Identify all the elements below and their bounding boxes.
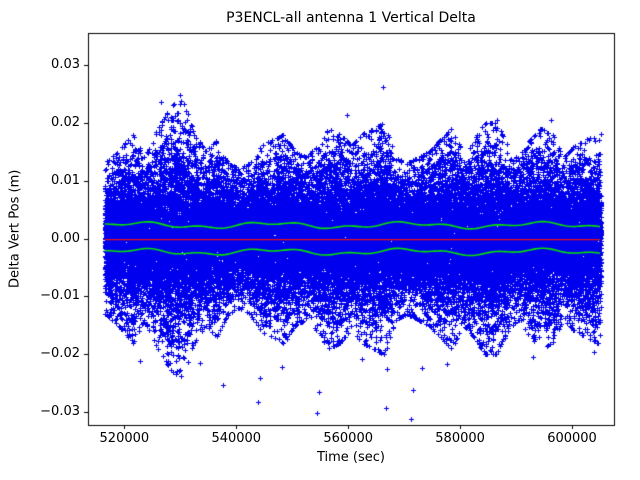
y-tick-label: 0.01	[51, 172, 80, 188]
y-tick-label: −0.03	[40, 404, 80, 420]
y-tick-label: −0.02	[40, 346, 80, 362]
y-tick-label: 0.03	[51, 56, 80, 72]
x-axis-label: Time (sec)	[316, 450, 385, 465]
x-tick-label: 580000	[435, 431, 485, 446]
plot-title: P3ENCL-all antenna 1 Vertical Delta	[226, 10, 476, 26]
x-tick-label: 540000	[211, 431, 262, 446]
x-tick-label: 520000	[99, 431, 150, 446]
y-tick-label: 0.00	[51, 230, 80, 246]
x-tick-label: 600000	[547, 431, 597, 446]
x-tick-label: 560000	[323, 431, 373, 446]
y-tick-label: 0.02	[51, 114, 80, 130]
y-axis-label: Delta Vert Pos (m)	[7, 169, 23, 289]
y-tick-label: −0.01	[40, 288, 80, 304]
